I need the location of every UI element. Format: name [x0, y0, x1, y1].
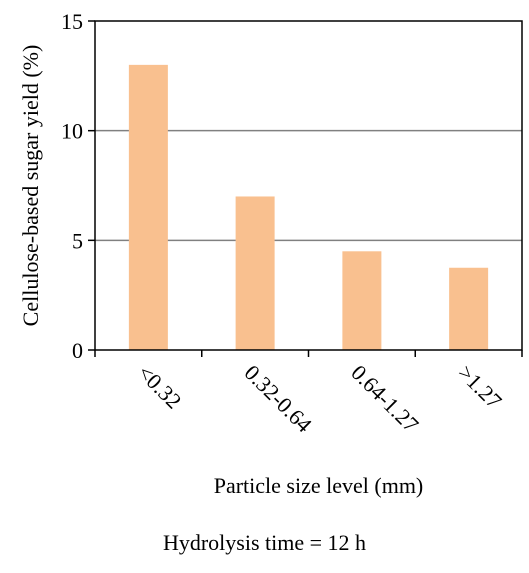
bar [449, 267, 489, 350]
bar [235, 196, 275, 350]
x-ticks: <0.32 0.32-0.64 0.64-1.27 >1.27 [94, 350, 523, 437]
y-tick-label: 0 [72, 338, 83, 363]
bar [128, 64, 168, 350]
x-axis-title: Particle size level (mm) [214, 473, 424, 498]
bar [342, 251, 382, 350]
x-tick-label: <0.32 [133, 360, 187, 414]
bars [128, 64, 489, 350]
y-tick-label: 15 [61, 9, 83, 34]
x-tick-label: 0.64-1.27 [346, 360, 423, 437]
y-tick-label: 5 [72, 228, 83, 253]
chart-caption: Hydrolysis time = 12 h [162, 530, 367, 555]
y-ticks: 0 5 10 15 [61, 9, 95, 363]
x-tick-label: >1.27 [453, 360, 507, 414]
x-tick-label: 0.32-0.64 [240, 360, 317, 437]
y-axis-title: Cellulose-based sugar yield (%) [18, 45, 43, 327]
y-tick-label: 10 [61, 119, 83, 144]
bar-chart: 0 5 10 15 <0.32 0.32-0.64 0.64-1.27 >1.27 Cell… [18, 9, 523, 498]
